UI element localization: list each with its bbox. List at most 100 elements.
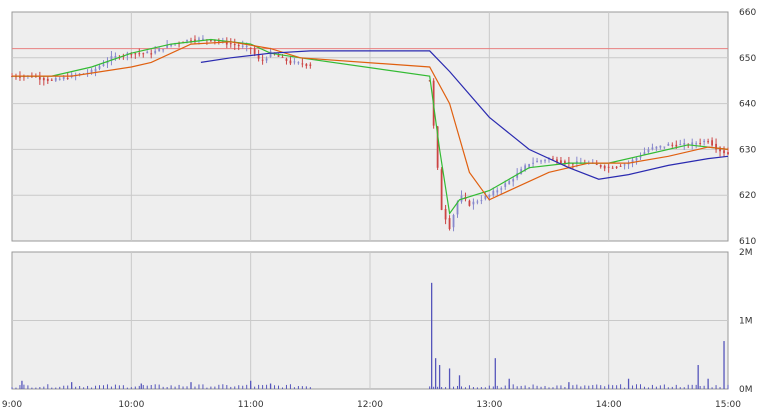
candle-body [639, 155, 642, 158]
candle-body [675, 144, 678, 147]
candle-body [285, 58, 288, 61]
candle-body [249, 47, 252, 49]
candle-body [603, 165, 606, 169]
candle-body [631, 159, 634, 164]
candle-body [58, 78, 61, 80]
volume-y-tick-label: 0M [739, 385, 753, 395]
candle-body [50, 79, 53, 81]
x-tick-label: 11:00 [238, 400, 264, 410]
candle-body [229, 43, 232, 45]
candle-body [532, 162, 534, 164]
candle-body [170, 44, 173, 46]
candle-body [289, 60, 292, 64]
candle-body [667, 143, 670, 146]
candle-body [245, 45, 248, 47]
candle-body [695, 143, 698, 145]
candle-body [233, 44, 236, 46]
candle-body [500, 188, 503, 190]
candle-body [711, 140, 713, 146]
x-tick-label: 15:00 [715, 400, 741, 410]
moving-average-ma-long [200, 50, 729, 180]
candle-body [54, 78, 57, 81]
price-panel [11, 11, 729, 242]
candle-body [627, 163, 630, 165]
candle-body [440, 169, 443, 210]
price-y-tick-label: 630 [739, 145, 756, 155]
candle-body [516, 173, 519, 178]
candle-body [683, 143, 686, 145]
price-y-tick-label: 610 [739, 237, 756, 247]
candle-body [62, 76, 65, 79]
candle-body [524, 165, 527, 171]
candle-body [571, 163, 574, 165]
candle-body [241, 45, 244, 47]
candle-body [146, 51, 149, 54]
candle-body [472, 201, 475, 205]
candle-body [575, 161, 578, 164]
candle-body [162, 49, 165, 51]
x-tick-label: 13:00 [476, 400, 502, 410]
candle-body [257, 54, 260, 59]
candle-body [46, 78, 49, 81]
candle-body [504, 183, 507, 187]
candle-body [130, 54, 133, 56]
candle-body [114, 55, 117, 58]
candle-body [253, 48, 256, 54]
candle-body [595, 164, 598, 166]
candle-body [436, 126, 439, 168]
candle-body [544, 160, 546, 162]
candle-body [456, 201, 459, 215]
price-y-tick-label: 640 [739, 100, 756, 110]
candle-body [560, 160, 562, 164]
candle-body [671, 144, 674, 146]
candle-body [655, 146, 658, 149]
candle-body [468, 200, 471, 206]
candle-body [552, 158, 554, 160]
candle-body [269, 51, 272, 57]
candle-body [38, 77, 41, 80]
candle-body [643, 152, 646, 155]
candle-body [293, 61, 296, 63]
candle-body [651, 147, 654, 150]
candle-body [492, 190, 495, 196]
candle-body [540, 160, 542, 162]
candle-body [564, 161, 566, 164]
candle-body [209, 39, 212, 42]
moving-average-ma-mid [12, 41, 729, 201]
candle-body [707, 141, 710, 143]
candle-body [261, 59, 264, 61]
candle-body [719, 147, 721, 152]
candle-body [480, 200, 483, 202]
candle-body [186, 39, 188, 42]
candle-body [297, 62, 300, 64]
candle-body [484, 195, 487, 199]
candle-body [198, 38, 200, 40]
candle-body [528, 164, 531, 167]
volume-y-tick-label: 1M [739, 317, 753, 327]
volume-y-tick-label: 2M [739, 248, 753, 258]
candle-body [611, 167, 614, 169]
candle-body [512, 179, 515, 182]
price-y-tick-label: 620 [739, 191, 756, 201]
candle-body [106, 61, 109, 64]
candle-body [19, 76, 21, 78]
candle-body [607, 166, 610, 168]
candle-body [94, 68, 97, 72]
candle-body [615, 166, 618, 168]
candle-body [496, 190, 499, 193]
candle-body [225, 42, 228, 45]
candle-body [715, 143, 717, 150]
candle-body [428, 80, 431, 82]
candle-body [659, 145, 662, 148]
candle-body [679, 144, 682, 146]
candle-body [277, 55, 280, 57]
candle-body [281, 56, 284, 58]
candle-body [158, 48, 161, 52]
candle-body [142, 53, 145, 55]
candle-body [556, 159, 558, 163]
candle-body [305, 63, 308, 66]
candle-body [476, 201, 479, 203]
candle-body [448, 218, 451, 229]
